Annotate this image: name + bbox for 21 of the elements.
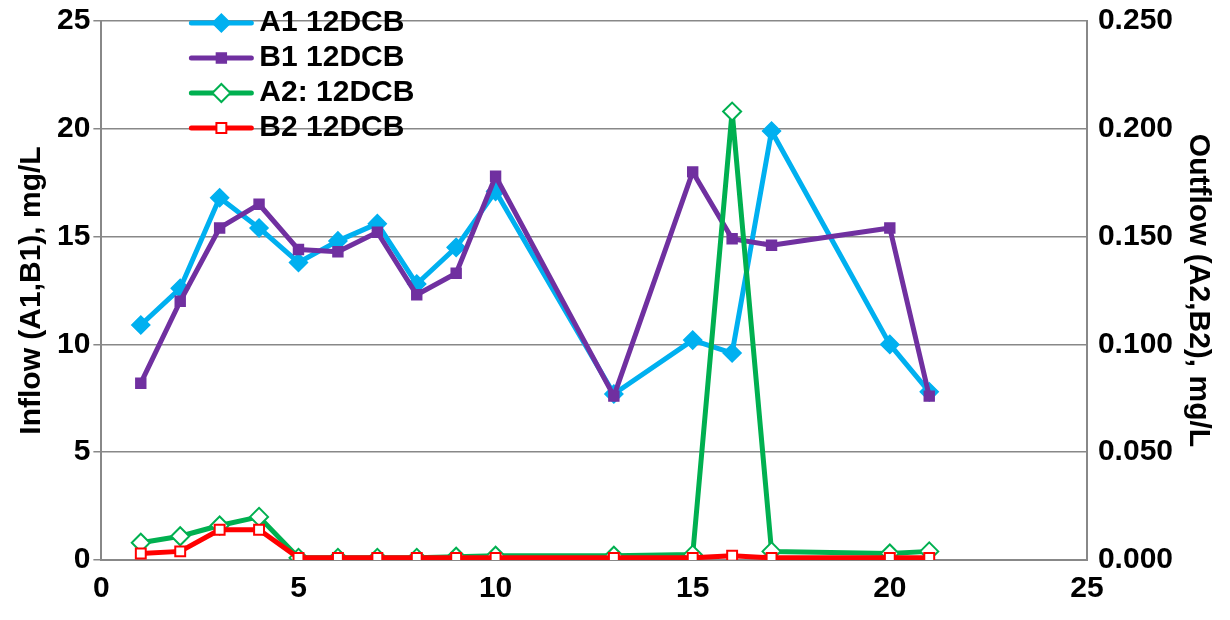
x-tick-label: 10 <box>478 570 513 604</box>
y-tick-label: 25 <box>56 2 91 36</box>
legend-label: B2 12DCB <box>259 109 405 143</box>
legend-label: A2: 12DCB <box>259 74 415 108</box>
x-tick-label: 5 <box>290 570 307 604</box>
y-tick-label: 15 <box>56 217 91 251</box>
y-axis-title: Inflow (A1,B1), mg/L <box>13 146 47 435</box>
x-tick-label: 15 <box>676 570 710 604</box>
y2-tick-label: 0.050 <box>1097 433 1173 467</box>
legend-label: A1 12DCB <box>259 4 405 38</box>
x-tick-label: 20 <box>873 570 907 604</box>
y2-tick-label: 0.150 <box>1097 217 1173 251</box>
y-tick-label: 20 <box>56 110 91 144</box>
y2-tick-label: 0.200 <box>1097 110 1173 144</box>
y-tick-label: 10 <box>56 325 91 359</box>
y-tick-label: 0 <box>73 541 91 575</box>
legend-label: B1 12DCB <box>259 39 405 73</box>
y2-axis-title: Outflow (A2,B2), mg/L <box>1183 133 1217 448</box>
y2-tick-label: 0.250 <box>1097 2 1173 36</box>
y2-tick-label: 0.100 <box>1097 325 1173 359</box>
y-tick-label: 5 <box>73 433 91 467</box>
